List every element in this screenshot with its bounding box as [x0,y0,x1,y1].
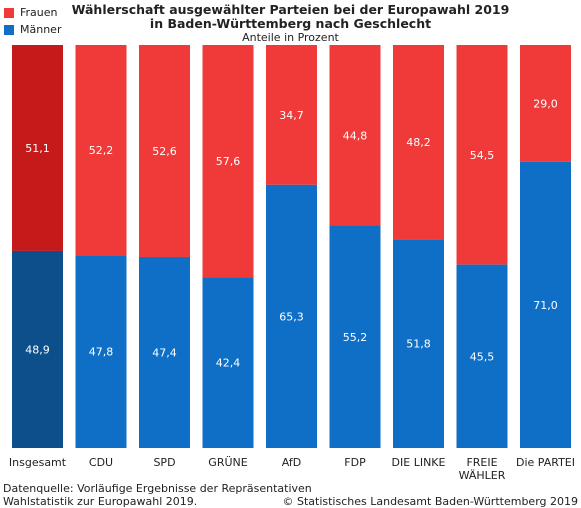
x-tick-label-spd: SPD [153,456,175,469]
bar-maenner-freie-wähler [456,264,508,448]
data-label-frauen-afd: 34,7 [279,109,304,122]
source-note-line2: Wahlstatistik zur Europawahl 2019. [3,495,198,508]
x-tick-label-afd: AfD [282,456,301,469]
data-label-frauen-die-partei: 29,0 [533,97,558,110]
data-label-frauen-spd: 52,6 [152,145,177,158]
data-label-frauen-freie-wähler: 54,5 [470,149,495,162]
chart-title-line2: in Baden-Württemberg nach Geschlecht [149,16,432,31]
x-tick-label-freie-wähler-2: WÄHLER [459,469,506,482]
data-label-maenner-spd: 47,4 [152,346,177,359]
x-tick-label-grüne: GRÜNE [208,456,247,469]
bar-frauen-insgesamt [12,45,63,251]
x-tick-label-die-partei: Die PARTEI [516,456,575,469]
data-label-maenner-afd: 65,3 [279,310,304,323]
bar-maenner-spd [139,256,190,448]
bar-maenner-fdp [329,225,381,448]
bar-frauen-freie-wähler [456,45,508,265]
bar-frauen-die-linke [393,45,444,240]
bar-maenner-grüne [202,277,254,448]
x-tick-label-die-linke: DIE LINKE [392,456,446,469]
legend-swatch-maenner [4,24,14,35]
legend-label-maenner: Männer [20,23,62,36]
x-tick-label-fdp: FDP [344,456,366,469]
data-label-maenner-grüne: 42,4 [216,357,241,370]
bar-frauen-die-partei [520,45,571,162]
bar-maenner-die-linke [393,239,444,448]
chart-subtitle: Anteile in Prozent [242,31,339,44]
x-tick-label-insgesamt: Insgesamt [9,456,67,469]
bar-maenner-insgesamt [12,250,63,448]
data-label-maenner-insgesamt: 48,9 [25,343,50,356]
bar-frauen-grüne [202,45,254,278]
data-label-maenner-die-partei: 71,0 [533,299,558,312]
data-label-frauen-grüne: 57,6 [216,155,241,168]
copyright-note: © Statistisches Landesamt Baden-Württemb… [282,495,578,508]
legend: Frauen Männer [4,4,61,38]
bar-frauen-fdp [329,45,381,226]
legend-label-frauen: Frauen [20,6,58,19]
data-label-maenner-fdp: 55,2 [343,331,368,344]
bar-maenner-afd [266,184,317,448]
data-label-maenner-freie-wähler: 45,5 [470,350,495,363]
data-label-frauen-cdu: 52,2 [89,144,114,157]
x-tick-label-cdu: CDU [89,456,113,469]
legend-item-maenner: Männer [4,21,61,38]
data-label-frauen-fdp: 44,8 [343,129,368,142]
bar-maenner-die-partei [520,161,571,448]
chart-title-line1: Wählerschaft ausgewählter Parteien bei d… [71,2,510,17]
bar-maenner-cdu [75,255,127,448]
data-label-frauen-insgesamt: 51,1 [25,142,50,155]
bar-frauen-cdu [75,45,127,256]
data-label-maenner-cdu: 47,8 [89,346,114,359]
data-label-frauen-die-linke: 48,2 [406,136,431,149]
bar-frauen-afd [266,45,317,185]
data-label-maenner-die-linke: 51,8 [406,338,431,351]
source-note-line1: Datenquelle: Vorläufige Ergebnisse der R… [3,482,312,495]
legend-item-frauen: Frauen [4,4,61,21]
x-tick-label-freie-wähler-1: FREIE [466,456,497,469]
bar-frauen-spd [139,45,190,257]
legend-swatch-frauen [4,7,14,18]
